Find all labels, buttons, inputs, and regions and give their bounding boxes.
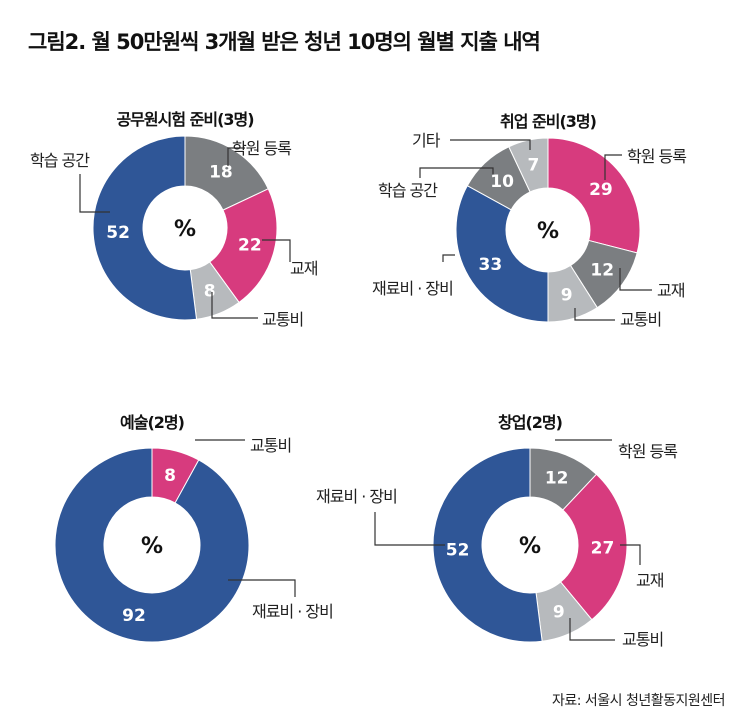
donut-chart-2: 취업 준비(3명) 29 학원 등록 12 교재 9 교통비 33 재료비 · 장비 10 학습 공…: [372, 112, 687, 329]
donut-slice: [432, 447, 543, 643]
slice-category-label: 기타: [412, 131, 441, 150]
donut-slice: [184, 135, 269, 211]
slice-value-label: 12: [545, 469, 569, 489]
leader-line: [604, 154, 622, 180]
slice-category-label: 교재: [657, 281, 685, 300]
donut-chart-3: 예술(2명) 8 교통비 92 재료비 · 장비%: [54, 413, 334, 643]
slice-category-label: 재료비 · 장비: [372, 279, 453, 298]
center-percent-label: %: [174, 217, 196, 242]
leader-line: [419, 167, 494, 178]
slice-value-label: 29: [589, 180, 613, 200]
chart-title: 공무원시험 준비(3명): [116, 110, 253, 129]
slice-category-label: 교통비: [620, 310, 661, 329]
donut-slice: [208, 188, 278, 304]
slice-category-label: 교재: [290, 259, 318, 278]
leader-line: [211, 292, 258, 319]
chart-title: 예술(2명): [120, 413, 184, 432]
center-percent-label: %: [537, 219, 559, 244]
slice-value-label: 8: [204, 281, 216, 301]
chart-title: 취업 준비(3명): [500, 112, 596, 131]
slice-category-label: 교통비: [250, 436, 291, 455]
slice-value-label: 33: [478, 255, 502, 275]
leader-line: [450, 139, 531, 150]
leader-line: [620, 544, 641, 565]
donut-slice: [508, 137, 549, 193]
slice-value-label: 92: [122, 606, 146, 626]
chart-title: 창업(2명): [498, 413, 562, 432]
donut-slice: [92, 135, 198, 321]
slice-category-label: 학원 등록: [232, 139, 291, 158]
donut-slice: [547, 137, 641, 254]
source-note: 자료: 서울시 청년활동지원센터: [551, 693, 726, 709]
slice-value-label: 9: [553, 603, 565, 623]
leader-line: [262, 239, 291, 262]
center-percent-label: %: [519, 534, 541, 559]
slice-category-label: 재료비 · 장비: [252, 602, 333, 621]
donut-chart-4: 창업(2명) 12 학원 등록 27 교재 9 교통비 52 재료비 · 장비%: [316, 413, 678, 649]
slice-value-label: 8: [164, 466, 176, 486]
leader-line: [619, 268, 652, 291]
slice-value-label: 18: [209, 162, 233, 182]
slice-category-label: 교통비: [622, 630, 663, 649]
leader-line: [374, 512, 445, 546]
leader-line: [228, 579, 296, 597]
slice-category-label: 교재: [636, 571, 664, 590]
figure-title: 그림2. 월 50만원씩 3개월 받은 청년 10명의 월별 지출 내역: [28, 30, 541, 54]
leader-line: [227, 147, 245, 166]
leader-line: [574, 308, 615, 321]
donut-slice: [559, 473, 628, 621]
slice-category-label: 학원 등록: [618, 442, 677, 461]
slice-value-label: 7: [527, 156, 539, 176]
slice-value-label: 27: [591, 538, 615, 558]
leader-line: [569, 618, 615, 641]
slice-category-label: 재료비 · 장비: [316, 487, 397, 506]
leader-line: [79, 174, 110, 213]
slice-value-label: 12: [590, 260, 614, 280]
slice-value-label: 10: [490, 172, 514, 192]
leader-line: [442, 254, 455, 262]
slice-value-label: 52: [446, 541, 470, 561]
slice-category-label: 학원 등록: [627, 147, 686, 166]
slice-category-label: 학습 공간: [30, 151, 90, 170]
slice-value-label: 22: [238, 236, 262, 256]
donut-slice: [455, 184, 549, 323]
donut-chart-1: 공무원시험 준비(3명) 18 학원 등록 22 교재 8 교통비 52 학습 공간%: [30, 110, 319, 329]
slice-category-label: 교통비: [262, 310, 303, 329]
donut-slice: [54, 447, 250, 643]
center-percent-label: %: [141, 534, 163, 559]
slice-value-label: 9: [561, 285, 573, 305]
slice-value-label: 52: [106, 223, 130, 243]
slice-category-label: 학습 공간: [378, 181, 438, 200]
